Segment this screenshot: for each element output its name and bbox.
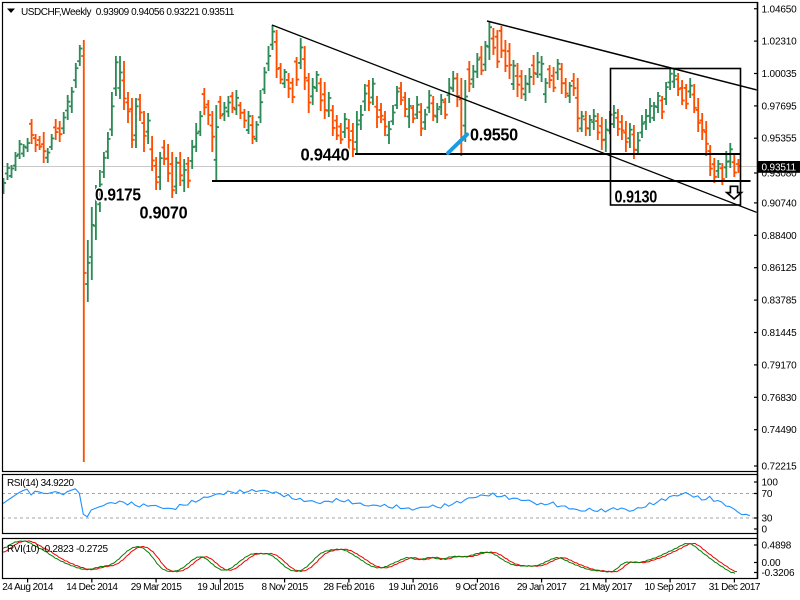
svg-text:USDCHF,Weekly 0.93909 0.94056: USDCHF,Weekly 0.93909 0.94056 0.93221 0.… [21,7,235,18]
svg-text:-0.3206: -0.3206 [762,568,795,579]
svg-text:0.9440: 0.9440 [301,144,350,165]
svg-text:70: 70 [762,489,773,500]
svg-text:100: 100 [762,478,779,489]
svg-text:0.9130: 0.9130 [615,187,658,207]
svg-text:10 Sep 2017: 10 Sep 2017 [644,582,696,593]
svg-text:24 Aug 2014: 24 Aug 2014 [2,582,54,593]
svg-text:0.9175: 0.9175 [95,184,141,204]
svg-text:0.00: 0.00 [762,558,781,569]
svg-text:0.9070: 0.9070 [140,203,188,223]
svg-text:8 Nov 2015: 8 Nov 2015 [262,582,309,593]
svg-text:9 Oct 2016: 9 Oct 2016 [455,582,500,593]
svg-text:0.74490: 0.74490 [762,425,798,436]
svg-text:0.95355: 0.95355 [762,134,798,145]
svg-text:19 Jun 2016: 19 Jun 2016 [388,582,438,593]
svg-text:0.79170: 0.79170 [762,360,798,371]
svg-text:21 May 2017: 21 May 2017 [580,582,633,593]
svg-text:31 Dec 2017: 31 Dec 2017 [709,582,761,593]
svg-text:28 Feb 2016: 28 Feb 2016 [324,582,376,593]
svg-text:0: 0 [762,525,768,536]
svg-text:0.86125: 0.86125 [762,263,798,274]
svg-text:RSI(14) 34.9220: RSI(14) 34.9220 [7,478,75,489]
svg-text:29 Jan 2017: 29 Jan 2017 [517,582,567,593]
svg-text:0.83785: 0.83785 [762,296,798,307]
svg-text:1.02310: 1.02310 [762,37,798,48]
svg-text:1.00035: 1.00035 [762,69,798,80]
svg-text:1.04650: 1.04650 [762,4,798,15]
svg-text:0.97695: 0.97695 [762,101,798,112]
svg-text:0.72215: 0.72215 [762,462,798,473]
svg-text:0.88400: 0.88400 [762,231,798,242]
svg-text:0.76830: 0.76830 [762,393,798,404]
svg-text:19 Jul 2015: 19 Jul 2015 [197,582,244,593]
svg-text:RVI(10) -0.2823 -0.2725: RVI(10) -0.2823 -0.2725 [7,544,108,555]
svg-text:30: 30 [762,514,773,525]
svg-text:0.81445: 0.81445 [762,328,798,339]
svg-text:29 Mar 2015: 29 Mar 2015 [131,582,183,593]
svg-text:14 Dec 2014: 14 Dec 2014 [66,582,118,593]
svg-text:0.93080: 0.93080 [762,169,798,180]
svg-text:0.9550: 0.9550 [470,125,518,145]
svg-text:0.90740: 0.90740 [762,198,798,209]
svg-text:0.4898: 0.4898 [762,541,792,552]
svg-text:0.93511: 0.93511 [762,163,797,174]
